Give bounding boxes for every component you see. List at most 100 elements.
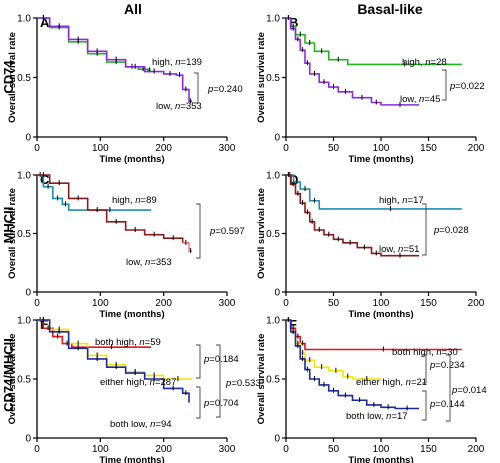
p-value-annotation: p=0.144 — [429, 399, 465, 410]
panel-b: B 0 0.5 1.0 0 50 100 150 200 Time (months) Overall… — [256, 14, 485, 166]
x-axis-label: Time (months) — [348, 309, 413, 320]
y-tick-label: 1.0 — [266, 171, 280, 182]
x-tick-label: 200 — [155, 298, 172, 309]
p-value-bracket — [422, 203, 427, 256]
row-title-cd74: CD74 — [1, 60, 16, 94]
y-tick-label: 0.5 — [17, 73, 31, 84]
p-value-bracket — [446, 354, 451, 422]
x-tick-label: 150 — [420, 444, 437, 455]
y-tick-label: 0 — [274, 288, 280, 299]
series-line-1 — [37, 319, 193, 380]
p-value-bracket — [196, 386, 201, 419]
x-tick-label: 50 — [328, 444, 340, 455]
p-value-annotation: p=0.533 — [225, 378, 261, 389]
x-axis-label: Time (months) — [348, 154, 413, 165]
p-value-bracket — [216, 344, 221, 418]
x-axis-label: Time (months) — [99, 309, 164, 320]
panel-f: F 0 0.5 1.0 0 50 100 150 200 Time (months) Overall… — [256, 316, 487, 463]
x-tick-label: 100 — [92, 298, 109, 309]
y-axis-label: Overall survival rate — [7, 32, 18, 123]
x-tick-label: 200 — [155, 444, 172, 455]
x-axis-label: Time (months) — [348, 455, 413, 463]
y-tick-label: 0 — [25, 133, 31, 144]
x-tick-label: 150 — [420, 298, 437, 309]
x-tick-label: 200 — [468, 298, 485, 309]
panel-label: F — [289, 317, 297, 332]
row-title-mhcii: MHCII — [1, 207, 16, 244]
series-annotation: both low, n=17 — [346, 411, 408, 422]
y-tick-label: 1.0 — [266, 316, 280, 327]
p-value-annotation: p=0.597 — [209, 226, 245, 237]
p-value-annotation: p=0.184 — [203, 354, 239, 365]
y-tick-label: 0 — [274, 133, 280, 144]
x-tick-label: 0 — [34, 143, 40, 154]
y-tick-label: 1.0 — [17, 14, 31, 25]
y-axis-label: Overall survival rate — [256, 334, 267, 425]
x-tick-label: 100 — [373, 298, 390, 309]
x-tick-label: 100 — [373, 143, 390, 154]
y-tick-label: 0.5 — [17, 375, 31, 386]
x-tick-label: 100 — [92, 143, 109, 154]
y-tick-label: 0.5 — [17, 229, 31, 240]
series-line-1 — [37, 174, 184, 243]
y-tick-label: 0.5 — [266, 73, 280, 84]
y-axis-label: Overall survival rate — [7, 188, 18, 279]
x-tick-label: 300 — [219, 298, 236, 309]
series-annotation: high, n=28 — [402, 57, 447, 68]
panel-label: A — [40, 15, 50, 30]
y-axis-label: Overall survival rate — [7, 334, 18, 425]
series-annotation: low, n=51 — [379, 244, 419, 255]
x-tick-label: 50 — [328, 298, 340, 309]
y-tick-label: 0.5 — [266, 375, 280, 386]
p-value-annotation: p=0.028 — [433, 225, 469, 236]
p-value-bracket — [196, 344, 201, 379]
series-line-0 — [286, 319, 462, 351]
x-tick-label: 100 — [373, 444, 390, 455]
panel-e: E 0 0.5 1.0 0 100 200 300 Time (months) Overall s… — [7, 316, 261, 463]
series-annotation: both high, n=59 — [95, 337, 161, 348]
series-annotation: low, n=353 — [156, 101, 202, 112]
series-annotation: both low, n=94 — [110, 419, 172, 430]
panel-c: C 0 0.5 1.0 0 100 200 300 Time (months) Overall s… — [7, 171, 245, 321]
column-title-basal-like: Basal-like — [357, 1, 423, 17]
p-value-bracket — [196, 203, 201, 259]
p-value-annotation: p=0.240 — [207, 84, 243, 95]
x-tick-label: 200 — [468, 444, 485, 455]
series-annotation: either high, n=21 — [356, 377, 427, 388]
series-line-0 — [286, 174, 462, 210]
y-tick-label: 1.0 — [17, 316, 31, 327]
x-tick-label: 200 — [468, 143, 485, 154]
y-tick-label: 1.0 — [266, 14, 280, 25]
row-title-cd74-mhcii: CD74/MHCII — [1, 338, 16, 412]
x-tick-label: 0 — [283, 143, 289, 154]
panel-label: E — [40, 317, 49, 332]
x-tick-label: 50 — [328, 143, 340, 154]
x-tick-label: 0 — [283, 444, 289, 455]
series-line-2 — [37, 319, 190, 403]
p-value-bracket — [442, 69, 447, 101]
y-axis-label: Overall survival rate — [256, 32, 267, 123]
x-tick-label: 300 — [219, 444, 236, 455]
x-tick-label: 150 — [420, 143, 437, 154]
x-tick-label: 100 — [92, 444, 109, 455]
x-tick-label: 0 — [34, 444, 40, 455]
y-tick-label: 1.0 — [17, 171, 31, 182]
series-line-1 — [286, 17, 419, 106]
series-annotation: either high, n=287 — [100, 377, 176, 388]
series-annotation: high, n=17 — [379, 195, 424, 206]
x-tick-label: 0 — [34, 298, 40, 309]
y-axis-label: Overall survival rate — [256, 188, 267, 279]
p-value-annotation: p=0.014 — [451, 385, 487, 396]
panel-label: C — [40, 172, 50, 187]
series-annotation: low, n=45 — [400, 94, 440, 105]
y-tick-label: 0 — [274, 434, 280, 445]
series-line-2 — [286, 319, 419, 410]
p-value-annotation: p=0.022 — [449, 81, 485, 92]
series-annotation: both high, n=30 — [392, 347, 458, 358]
p-value-annotation: p=0.234 — [429, 360, 465, 371]
series-annotation: low, n=353 — [126, 257, 172, 268]
column-title-all: All — [124, 1, 142, 17]
y-tick-label: 0 — [25, 434, 31, 445]
panel-label: B — [289, 15, 298, 30]
